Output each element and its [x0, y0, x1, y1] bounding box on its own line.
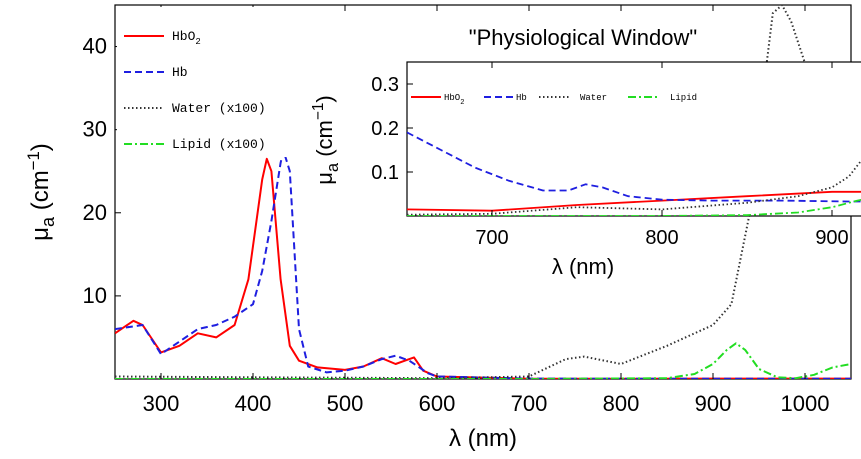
main-x-tick-label: 600: [419, 391, 456, 416]
legend-label-water-x100: Water (x100): [172, 101, 266, 116]
inset-series-line-water: [407, 159, 861, 216]
main-legend: HbO2 Hb Water (x100) Lipid (x100): [117, 7, 297, 157]
inset-x-tick-label: 700: [475, 227, 508, 249]
legend-box: [117, 7, 297, 157]
inset-y-axis-label: μa (cm−1): [310, 95, 342, 185]
main-x-tick-label: 300: [143, 391, 180, 416]
inset-legend: HbO2 Hb Water Lipid: [409, 86, 715, 107]
inset-legend-box: [409, 86, 715, 106]
inset-y-tick-label: 0.2: [371, 118, 399, 140]
main-x-tick-label: 1000: [781, 391, 830, 416]
y-axis-label: μa (cm−1): [24, 143, 58, 241]
legend-label-lipid-x100: Lipid (x100): [172, 137, 266, 152]
inset-y-tick-label: 0.3: [371, 74, 399, 96]
main-y-tick-label: 30: [83, 117, 107, 142]
inset-y-tick-label: 0.1: [371, 162, 399, 184]
main-y-tick-label: 20: [83, 200, 107, 225]
x-axis-label: λ (nm): [449, 425, 517, 452]
main-x-tick-label: 700: [511, 391, 548, 416]
legend-label-hb: Hb: [172, 65, 188, 80]
inset-plot: "Physiological Window" 700 800 900 0.1 0.2 0…: [310, 25, 861, 279]
legend-label-hb: Hb: [516, 93, 527, 103]
main-series-line-water-x100: [115, 5, 806, 379]
inset-x-axis-label: λ (nm): [552, 254, 614, 279]
inset-x-tick-label: 800: [645, 227, 678, 249]
main-y-tick-label: 10: [83, 283, 107, 308]
main-x-tick-label: 900: [695, 391, 732, 416]
legend-label-hbo2: HbO2: [172, 29, 201, 47]
main-y-tick-label: 40: [83, 34, 107, 59]
inset-series-line-hb: [407, 131, 861, 203]
main-series-line-lipid-x100: [115, 342, 851, 379]
inset-series-line-lipid: [407, 198, 861, 216]
inset-title: "Physiological Window": [469, 25, 697, 50]
legend-label-hbo2: HbO2: [444, 93, 464, 107]
main-x-tick-label: 800: [603, 391, 640, 416]
inset-plot-frame: [406, 61, 861, 217]
main-x-tick-label: 500: [327, 391, 364, 416]
legend-label-water: Water: [580, 93, 607, 103]
main-x-tick-label: 400: [235, 391, 272, 416]
inset-x-tick-label: 900: [815, 227, 848, 249]
legend-label-lipid: Lipid: [670, 93, 697, 103]
